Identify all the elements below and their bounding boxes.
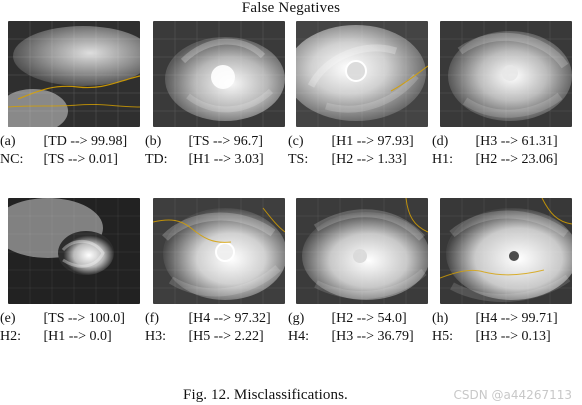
true-prob-c: [H2 --> 1.33]: [331, 152, 407, 167]
panel-g: (g) [H2 --> 54.0] H4: [H3 --> 36.79]: [288, 198, 428, 384]
prediction-d: [H3 --> 61.31]: [475, 134, 558, 149]
satellite-image-d: [440, 21, 572, 127]
caption-line-c1: (c) [H1 --> 97.93]: [288, 133, 443, 151]
prediction-f: [H4 --> 97.32]: [188, 311, 271, 326]
prediction-a: [TD --> 99.98]: [43, 134, 128, 149]
true-label-g: H4:: [288, 329, 309, 344]
caption-line-e1: (e) [TS --> 100.0]: [0, 310, 155, 328]
panel-label-g: (g): [288, 311, 305, 326]
caption-line-f1: (f) [H4 --> 97.32]: [145, 310, 300, 328]
true-prob-e: [H1 --> 0.0]: [43, 329, 112, 344]
caption-line-a2: NC: [TS --> 0.01]: [0, 151, 155, 169]
satellite-image-c: [296, 21, 428, 127]
true-label-e: H2:: [0, 329, 21, 344]
true-prob-f: [H5 --> 2.22]: [188, 329, 264, 344]
true-label-d: H1:: [432, 152, 453, 167]
caption-line-g1: (g) [H2 --> 54.0]: [288, 310, 443, 328]
panel-label-h: (h): [432, 311, 449, 326]
caption-line-g2: H4: [H3 --> 36.79]: [288, 328, 443, 346]
panel-label-d: (d): [432, 134, 449, 149]
satellite-image-e: [8, 198, 140, 304]
caption-line-f2: H3: [H5 --> 2.22]: [145, 328, 300, 346]
caption-line-b1: (b) [TS --> 96.7]: [145, 133, 300, 151]
true-label-a: NC:: [0, 152, 24, 167]
panel-a: (a) [TD --> 99.98] NC: [TS --> 0.01]: [0, 21, 140, 207]
true-label-b: TD:: [145, 152, 168, 167]
true-prob-h: [H3 --> 0.13]: [475, 329, 551, 344]
caption-line-d2: H1: [H2 --> 23.06]: [432, 151, 582, 169]
true-label-f: H3:: [145, 329, 166, 344]
caption-line-e2: H2: [H1 --> 0.0]: [0, 328, 155, 346]
true-prob-b: [H1 --> 3.03]: [188, 152, 264, 167]
figure-footer: Fig. 12. Misclassifications. CSDN @a4426…: [0, 386, 582, 405]
panel-label-b: (b): [145, 134, 162, 149]
prediction-g: [H2 --> 54.0]: [331, 311, 407, 326]
caption-line-h2: H5: [H3 --> 0.13]: [432, 328, 582, 346]
caption-line-h1: (h) [H4 --> 99.71]: [432, 310, 582, 328]
prediction-b: [TS --> 96.7]: [188, 134, 263, 149]
true-prob-a: [TS --> 0.01]: [43, 152, 118, 167]
true-label-c: TS:: [288, 152, 309, 167]
prediction-h: [H4 --> 99.71]: [475, 311, 558, 326]
panel-d: (d) [H3 --> 61.31] H1: [H2 --> 23.06]: [432, 21, 572, 207]
panel-e: (e) [TS --> 100.0] H2: [H1 --> 0.0]: [0, 198, 140, 384]
caption-line-d1: (d) [H3 --> 61.31]: [432, 133, 582, 151]
true-prob-g: [H3 --> 36.79]: [331, 329, 414, 344]
prediction-c: [H1 --> 97.93]: [331, 134, 414, 149]
true-label-h: H5:: [432, 329, 453, 344]
figure-caption: Fig. 12. Misclassifications.: [183, 387, 348, 403]
panel-label-e: (e): [0, 311, 16, 326]
prediction-e: [TS --> 100.0]: [43, 311, 125, 326]
panel-f: (f) [H4 --> 97.32] H3: [H5 --> 2.22]: [145, 198, 285, 384]
caption-line-a1: (a) [TD --> 99.98]: [0, 133, 155, 151]
satellite-image-h: [440, 198, 572, 304]
figure-title: False Negatives: [241, 0, 341, 16]
satellite-image-g: [296, 198, 428, 304]
watermark-text: CSDN @a44267113: [453, 388, 572, 402]
panel-label-c: (c): [288, 134, 304, 149]
satellite-image-a: [8, 21, 140, 127]
true-prob-d: [H2 --> 23.06]: [475, 152, 558, 167]
panel-label-f: (f): [145, 311, 159, 326]
caption-line-b2: TD: [H1 --> 3.03]: [145, 151, 300, 169]
satellite-image-f: [153, 198, 285, 304]
panel-c: (c) [H1 --> 97.93] TS: [H2 --> 1.33]: [288, 21, 428, 207]
satellite-image-b: [153, 21, 285, 127]
caption-line-c2: TS: [H2 --> 1.33]: [288, 151, 443, 169]
panel-b: (b) [TS --> 96.7] TD: [H1 --> 3.03]: [145, 21, 285, 207]
panel-label-a: (a): [0, 134, 16, 149]
panel-h: (h) [H4 --> 99.71] H5: [H3 --> 0.13]: [432, 198, 572, 384]
